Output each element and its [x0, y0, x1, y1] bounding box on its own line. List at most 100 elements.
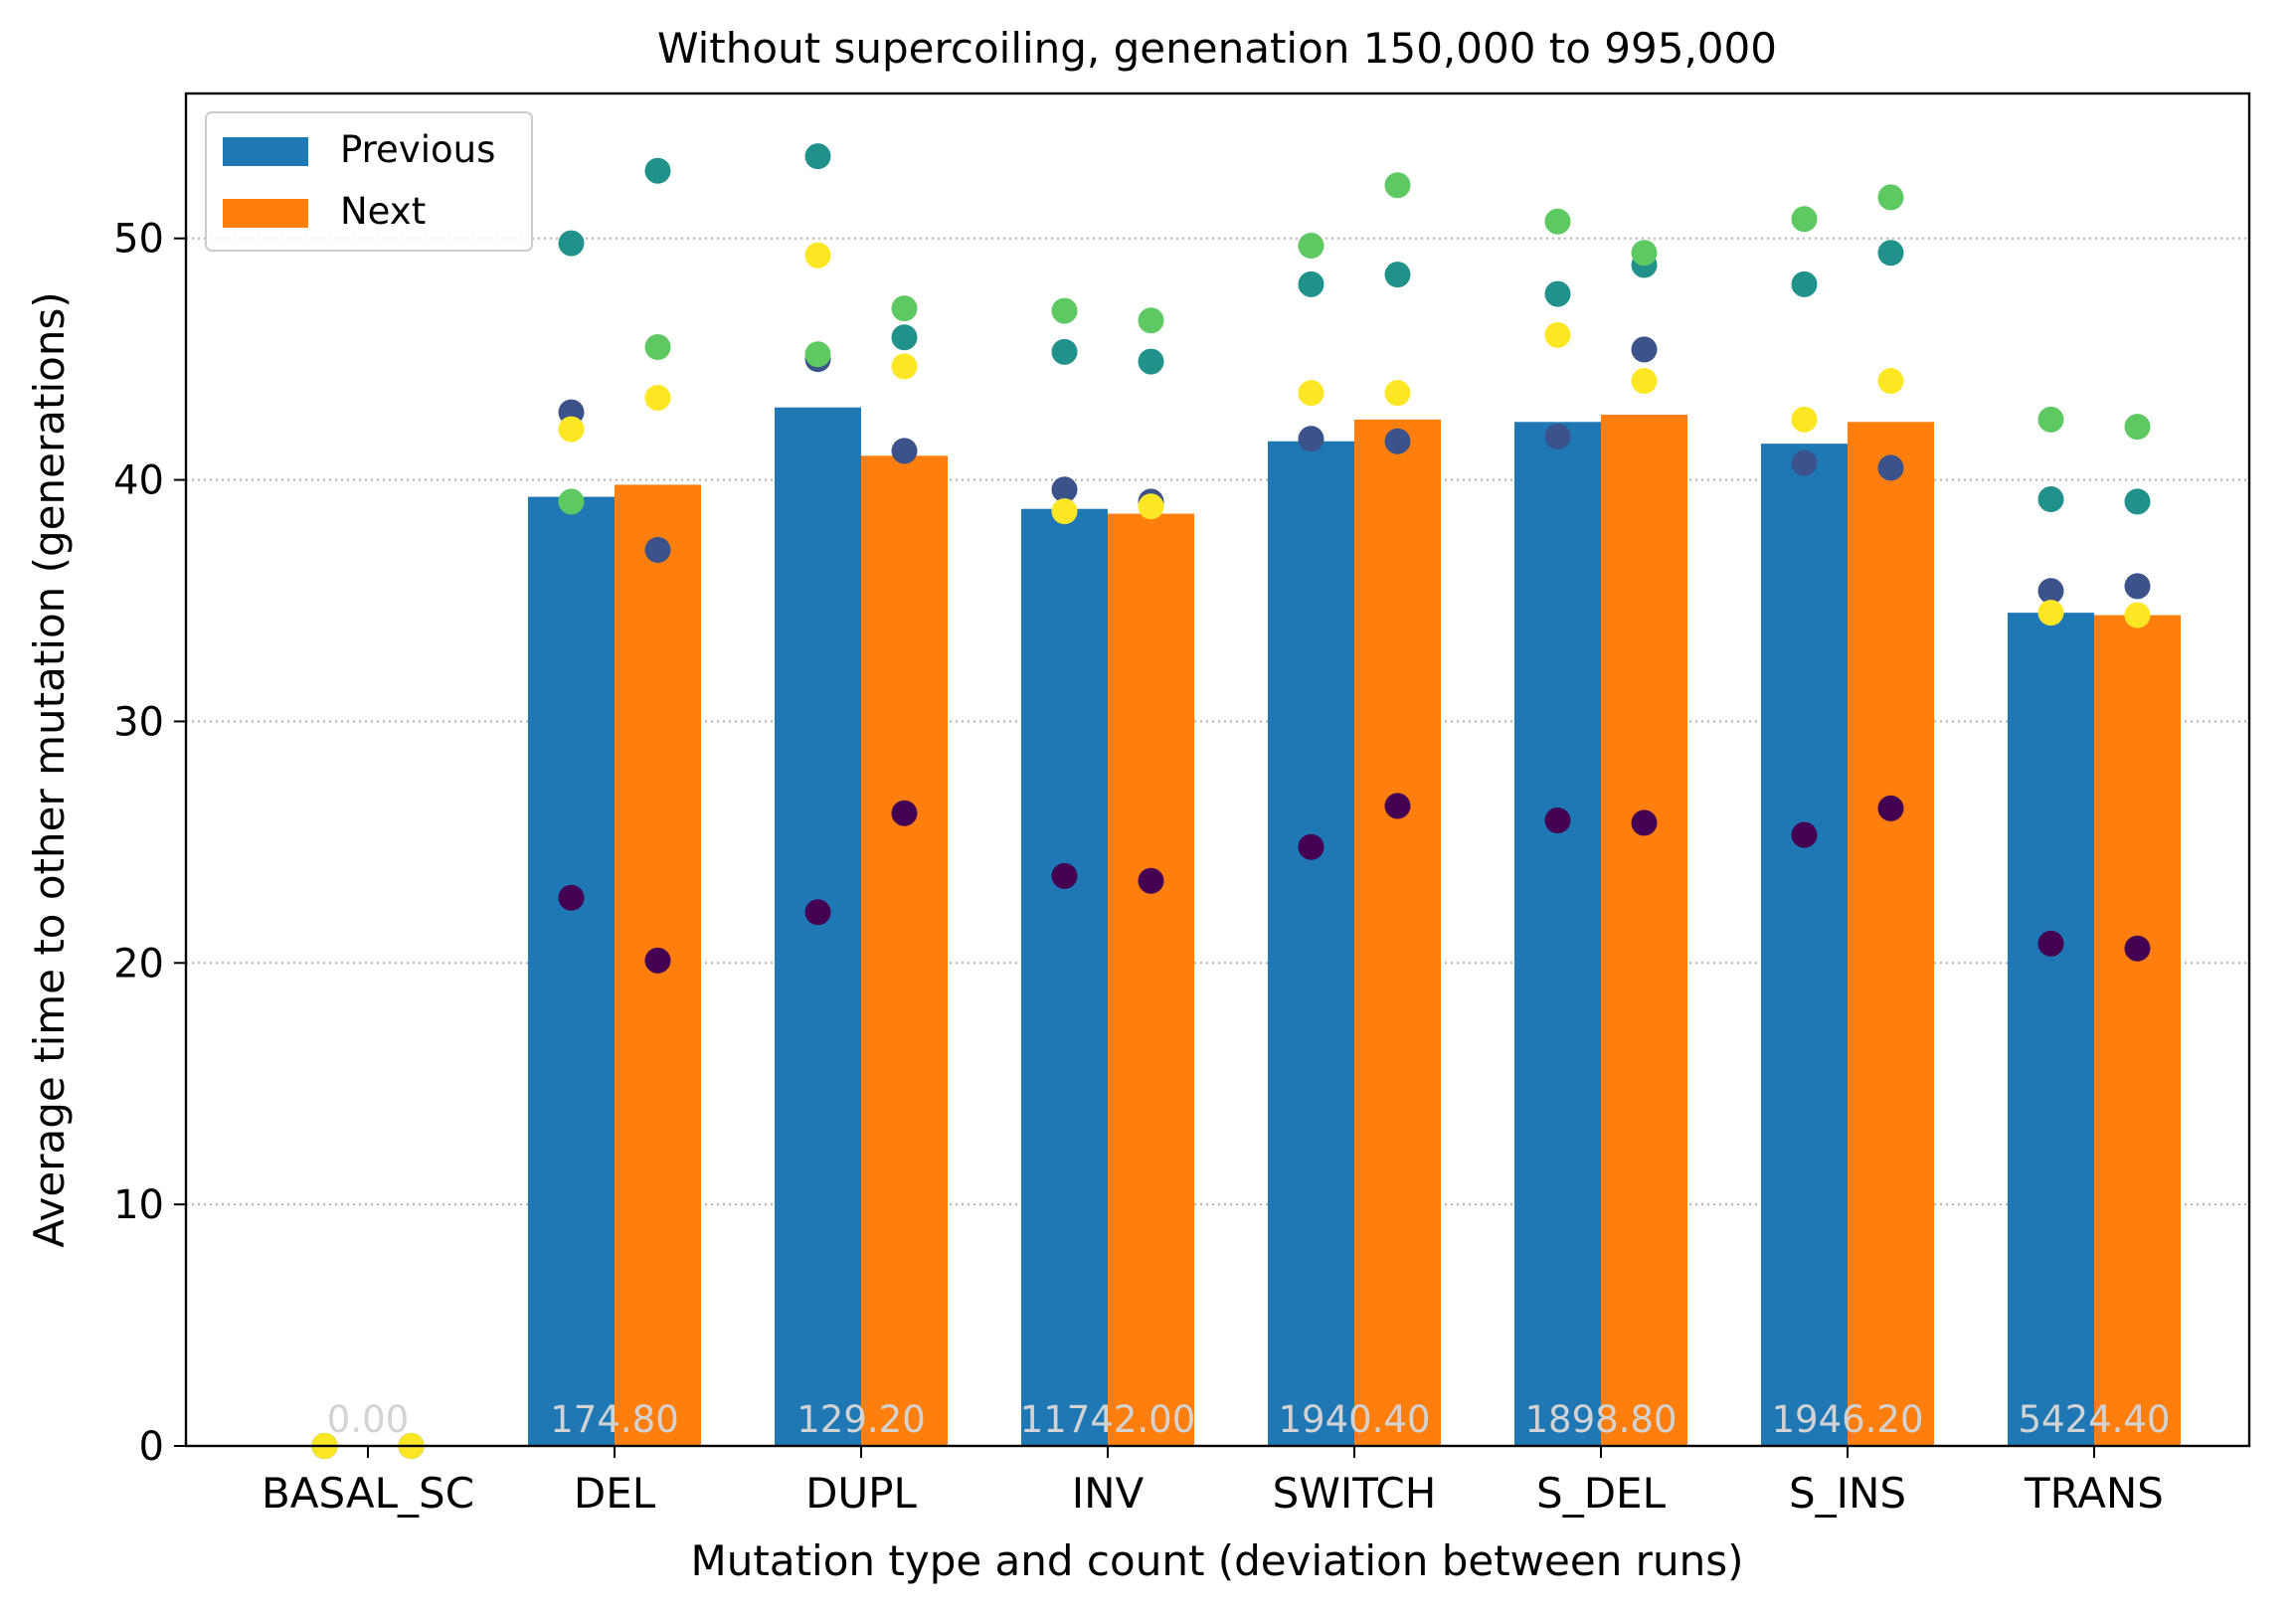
legend-swatch-next — [223, 199, 308, 228]
run-point-previous — [1544, 280, 1571, 307]
run-point-next — [1138, 867, 1164, 894]
run-point-previous — [1791, 406, 1818, 433]
run-point-previous — [804, 242, 831, 269]
run-point-previous — [1298, 270, 1325, 297]
run-point-previous — [1051, 498, 1078, 525]
run-point-next — [1384, 793, 1411, 819]
run-point-previous — [804, 899, 831, 926]
y-axis-label: Average time to other mutation (generati… — [25, 291, 74, 1247]
run-point-previous — [1298, 833, 1325, 860]
bar-next-s_del — [1601, 415, 1687, 1446]
bar-previous-s_del — [1514, 422, 1601, 1447]
run-point-next — [1877, 184, 1904, 211]
run-point-next — [1877, 795, 1904, 821]
run-point-next — [644, 157, 671, 184]
run-point-previous — [1051, 297, 1078, 324]
run-point-next — [644, 334, 671, 360]
run-point-previous — [1051, 338, 1078, 365]
run-point-previous — [1544, 423, 1571, 449]
run-point-next — [1631, 336, 1658, 363]
count-label: 11742.00 — [1020, 1398, 1196, 1441]
bar-previous-switch — [1268, 441, 1354, 1446]
run-point-next — [1384, 380, 1411, 407]
x-axis-label: Mutation type and count (deviation betwe… — [691, 1536, 1744, 1585]
x-tick-label: TRANS — [2024, 1469, 2164, 1518]
run-point-next — [891, 324, 918, 351]
chart-title: Without supercoiling, genenation 150,000… — [657, 24, 1777, 73]
x-axis: BASAL_SC DEL DUPL INV SWITCH S_DEL S_INS TRANS — [262, 1446, 2164, 1518]
run-point-previous — [1791, 821, 1818, 848]
bar-next-s_ins — [1848, 422, 1934, 1447]
run-point-previous — [1544, 208, 1571, 235]
count-label: 1898.80 — [1524, 1398, 1677, 1441]
run-point-next — [1877, 368, 1904, 394]
y-tick-label: 30 — [113, 699, 164, 745]
bar-next-dupl — [861, 455, 948, 1446]
x-tick-label: DUPL — [805, 1469, 917, 1518]
run-point-previous — [558, 416, 585, 443]
count-label: 1946.20 — [1771, 1398, 1923, 1441]
run-point-next — [1384, 172, 1411, 199]
run-point-next — [1631, 368, 1658, 394]
count-label: 174.80 — [550, 1398, 678, 1441]
run-point-next — [1631, 240, 1658, 267]
run-point-previous — [1298, 380, 1325, 407]
y-axis: 0 10 20 30 40 50 — [113, 217, 186, 1470]
run-point-previous — [558, 488, 585, 515]
run-point-previous — [558, 884, 585, 911]
y-tick-label: 50 — [113, 217, 164, 263]
bar-next-switch — [1354, 419, 1441, 1446]
run-point-next — [1877, 240, 1904, 267]
run-point-next — [1877, 454, 1904, 481]
count-label: 129.20 — [796, 1398, 925, 1441]
y-tick-label: 40 — [113, 458, 164, 504]
count-label: 1940.40 — [1278, 1398, 1430, 1441]
count-label: 5424.40 — [2018, 1398, 2170, 1441]
y-tick-label: 10 — [113, 1182, 164, 1228]
run-point-previous — [1791, 449, 1818, 476]
run-point-next — [1138, 493, 1164, 520]
run-point-previous — [2037, 406, 2064, 433]
run-point-next — [891, 295, 918, 322]
x-tick-label: S_DEL — [1536, 1469, 1667, 1518]
run-point-next — [891, 353, 918, 380]
legend: Previous Next — [205, 111, 533, 252]
run-point-next — [1138, 307, 1164, 334]
x-tick-label: INV — [1072, 1469, 1145, 1518]
y-tick-label: 20 — [113, 941, 164, 987]
run-point-previous — [558, 230, 585, 257]
run-point-previous — [2037, 930, 2064, 957]
run-point-previous — [1791, 270, 1818, 297]
legend-label-next: Next — [340, 190, 426, 233]
run-point-next — [891, 438, 918, 464]
run-point-previous — [1298, 233, 1325, 259]
run-point-previous — [1051, 862, 1078, 889]
y-tick-label: 0 — [139, 1424, 164, 1470]
bar-previous-inv — [1021, 508, 1108, 1446]
run-point-previous — [2037, 600, 2064, 627]
run-point-previous — [2037, 486, 2064, 512]
bar-next-inv — [1108, 513, 1194, 1446]
run-point-next — [1384, 262, 1411, 288]
count-labels: 0.00 174.80 129.20 11742.00 1940.40 1898.80 19… — [327, 1398, 2171, 1441]
run-point-next — [644, 947, 671, 974]
run-point-previous — [1544, 808, 1571, 833]
run-point-previous — [1051, 476, 1078, 503]
run-point-next — [1631, 809, 1658, 836]
bar-previous-del — [528, 496, 615, 1447]
run-point-next — [2124, 573, 2151, 600]
x-tick-label: DEL — [574, 1469, 656, 1518]
run-point-next — [1138, 348, 1164, 375]
x-tick-label: BASAL_SC — [262, 1469, 474, 1518]
run-point-next — [644, 385, 671, 411]
count-label: 0.00 — [327, 1398, 409, 1441]
bar-next-trans — [2094, 615, 2181, 1446]
run-point-next — [2124, 935, 2151, 962]
bars — [528, 407, 2181, 1447]
run-point-previous — [2037, 578, 2064, 605]
bar-previous-trans — [2008, 613, 2094, 1446]
run-point-previous — [1544, 321, 1571, 348]
run-point-previous — [804, 341, 831, 368]
run-point-next — [2124, 488, 2151, 515]
